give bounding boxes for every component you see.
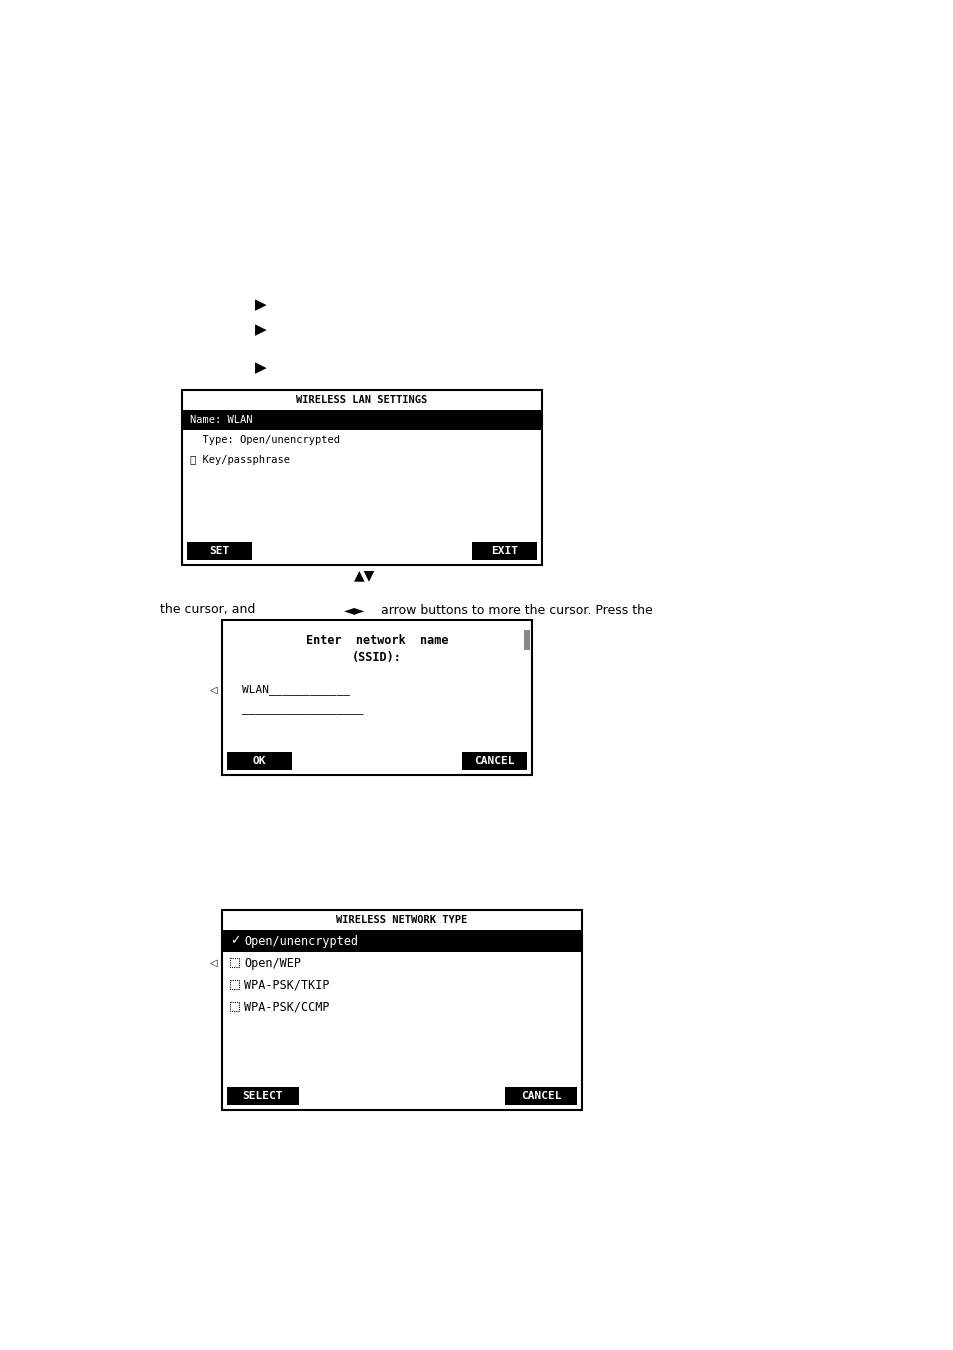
Text: ◄►: ◄►: [344, 603, 365, 617]
Text: the cursor, and: the cursor, and: [160, 603, 259, 617]
Bar: [504, 1087, 577, 1106]
Text: EXIT: EXIT: [491, 545, 517, 556]
Text: Name: WLAN: Name: WLAN: [190, 414, 253, 425]
Text: ◁: ◁: [210, 958, 217, 968]
Text: Enter  network  name: Enter network name: [305, 633, 448, 647]
Text: __________________: __________________: [242, 705, 363, 716]
Bar: [230, 958, 239, 967]
Bar: [183, 410, 540, 431]
Text: WLAΝ____________: WLAΝ____________: [242, 684, 350, 695]
Text: ◁: ◁: [210, 684, 217, 695]
Text: ▲▼: ▲▼: [354, 568, 375, 582]
Text: WPA-PSK/TKIP: WPA-PSK/TKIP: [244, 979, 329, 991]
Bar: [230, 980, 239, 990]
Text: CANCEL: CANCEL: [520, 1091, 560, 1102]
Text: CANCEL: CANCEL: [474, 756, 515, 765]
Bar: [523, 630, 530, 649]
Text: ▶: ▶: [254, 360, 267, 375]
Text: OK: OK: [253, 756, 266, 765]
Text: Open/unencrypted: Open/unencrypted: [244, 934, 357, 948]
Bar: [223, 930, 580, 952]
Text: WPA-PSK/CCMP: WPA-PSK/CCMP: [244, 1000, 329, 1014]
Bar: [222, 910, 581, 1110]
Bar: [230, 1002, 239, 1011]
Text: (SSID):: (SSID):: [352, 652, 401, 664]
Text: ℇ Key/passphrase: ℇ Key/passphrase: [190, 455, 290, 464]
Bar: [472, 541, 537, 560]
Bar: [182, 390, 541, 566]
Text: Type: Open/unencrypted: Type: Open/unencrypted: [190, 435, 339, 446]
Text: ▶: ▶: [254, 323, 267, 338]
Text: SELECT: SELECT: [242, 1091, 283, 1102]
Text: WIRELESS LAN SETTINGS: WIRELESS LAN SETTINGS: [296, 396, 427, 405]
Text: ✓: ✓: [230, 934, 240, 948]
Text: arrow buttons to more the cursor. Press the: arrow buttons to more the cursor. Press …: [376, 603, 652, 617]
Bar: [227, 752, 292, 769]
Text: WIRELESS NETWORK TYPE: WIRELESS NETWORK TYPE: [336, 915, 467, 925]
Bar: [461, 752, 526, 769]
Text: ▶: ▶: [254, 297, 267, 312]
Bar: [222, 620, 532, 775]
Bar: [187, 541, 252, 560]
Text: Open/WEP: Open/WEP: [244, 957, 301, 969]
Bar: [227, 1087, 298, 1106]
Text: SET: SET: [209, 545, 230, 556]
